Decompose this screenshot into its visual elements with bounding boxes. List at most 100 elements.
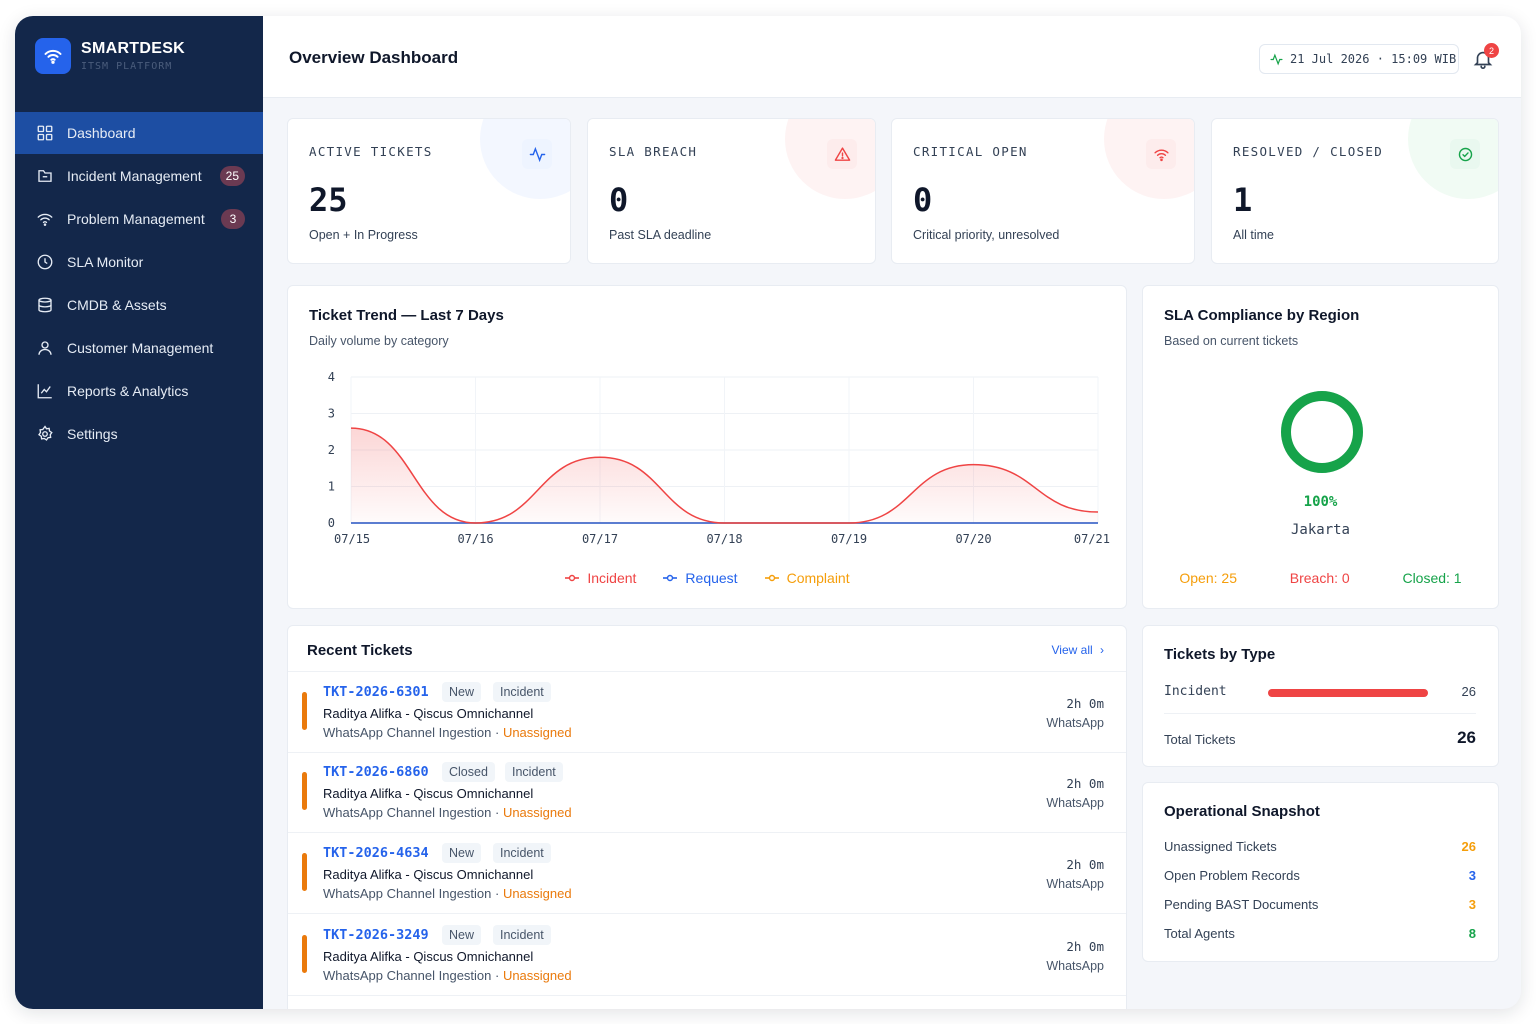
snapshot-value: 26	[1461, 839, 1476, 854]
sidebar-item-incident-management[interactable]: Incident Management 25	[15, 155, 263, 197]
snapshot-value: 8	[1468, 926, 1476, 941]
tickets-by-type-title: Tickets by Type	[1164, 646, 1276, 663]
brand-logo-icon	[35, 38, 71, 74]
datetime-display: 21 Jul 2026 · 15:09 WIB	[1259, 44, 1459, 74]
ticket-assignee: Unassigned	[502, 725, 572, 740]
sidebar: SMARTDESK ITSM PLATFORM Dashboard Incide…	[15, 16, 263, 1009]
legend-incident[interactable]: Incident	[564, 570, 636, 586]
incident-count-badge: 25	[219, 166, 245, 186]
ticket-channel: WhatsApp	[1046, 877, 1104, 891]
datetime-text: 21 Jul 2026 · 15:09 WIB	[1290, 52, 1457, 66]
sla-closed: Closed: 1	[1402, 570, 1462, 586]
ticket-meta: WhatsApp Channel Ingestion · Unassigned	[323, 886, 572, 901]
priority-indicator	[302, 935, 307, 973]
stat-card-critical-open[interactable]: CRITICAL OPEN 0 Critical priority, unres…	[891, 118, 1195, 264]
legend-label: Incident	[587, 570, 637, 586]
total-tickets-value: 26	[1457, 728, 1476, 747]
legend-label: Complaint	[786, 570, 850, 586]
brand-subtitle: ITSM PLATFORM	[81, 61, 173, 72]
ticket-channel: WhatsApp	[1046, 959, 1104, 973]
operational-snapshot-card: Operational Snapshot Unassigned Tickets …	[1142, 782, 1499, 962]
top-header: Overview Dashboard 21 Jul 2026 · 15:09 W…	[263, 16, 1521, 98]
sla-compliance-card: SLA Compliance by Region Based on curren…	[1142, 285, 1499, 609]
snapshot-row-open-problems[interactable]: Open Problem Records 3	[1164, 868, 1476, 888]
y-tick-label: 0	[328, 516, 335, 530]
type-bar-track	[1268, 689, 1428, 697]
ticket-id-link[interactable]: TKT-2026-6860	[323, 764, 429, 780]
sidebar-item-label: Problem Management	[67, 211, 205, 227]
sidebar-item-cmdb-assets[interactable]: CMDB & Assets	[15, 284, 263, 326]
ticket-meta: WhatsApp Channel Ingestion · Unassigned	[323, 968, 572, 983]
database-icon	[38, 297, 52, 313]
snapshot-label: Open Problem Records	[1164, 868, 1300, 883]
priority-indicator	[302, 853, 307, 891]
ticket-id-link[interactable]: TKT-2026-4634	[323, 845, 429, 861]
snapshot-title: Operational Snapshot	[1164, 803, 1320, 820]
sla-stats: Open: 25 Breach: 0 Closed: 1	[1143, 570, 1498, 586]
sidebar-item-label: Dashboard	[67, 125, 136, 141]
chart-icon	[37, 384, 52, 399]
stat-label: SLA BREACH	[609, 144, 698, 159]
stat-card-sla-breach[interactable]: SLA BREACH 0 Past SLA deadline	[587, 118, 876, 264]
sidebar-item-sla-monitor[interactable]: SLA Monitor	[15, 241, 263, 283]
legend-complaint[interactable]: Complaint	[764, 570, 850, 586]
chevron-right-icon: ›	[1100, 643, 1104, 657]
brand[interactable]: SMARTDESK ITSM PLATFORM	[35, 38, 185, 74]
stat-card-resolved-closed[interactable]: RESOLVED / CLOSED 1 All time	[1211, 118, 1499, 264]
stat-value: 0	[609, 181, 629, 219]
table-row[interactable]: TKT-2026-4634 New Incident Raditya Alifk…	[288, 833, 1126, 914]
ticket-source: WhatsApp Channel Ingestion ·	[323, 886, 503, 901]
problem-count-badge: 3	[221, 209, 245, 229]
ticket-id-link[interactable]: TKT-2026-3249	[323, 927, 429, 943]
ticket-source: WhatsApp Channel Ingestion ·	[323, 805, 503, 820]
status-badge: New	[442, 925, 482, 945]
stat-value: 1	[1233, 181, 1253, 219]
stat-value: 25	[309, 181, 348, 219]
series-area-incident	[351, 428, 1098, 523]
type-badge: Incident	[493, 925, 551, 945]
activity-icon	[522, 139, 552, 169]
ticket-assignee: Unassigned	[502, 805, 572, 820]
stat-subtitle: All time	[1233, 228, 1274, 242]
wifi-icon	[1146, 139, 1176, 169]
ticket-source: WhatsApp Channel Ingestion ·	[323, 968, 503, 983]
sidebar-item-settings[interactable]: Settings	[15, 413, 263, 455]
sla-percent: 100%	[1303, 494, 1338, 510]
table-row[interactable]: TKT-2026-6301 New Incident Raditya Alifk…	[288, 672, 1126, 753]
alert-triangle-icon	[827, 139, 857, 169]
snapshot-row-total-agents[interactable]: Total Agents 8	[1164, 926, 1476, 946]
ticket-name: Raditya Alifka - Qiscus Omnichannel	[323, 786, 534, 801]
tickets-by-type-card: Tickets by Type Incident 26 Total Ticket…	[1142, 625, 1499, 767]
x-tick-label: 07/17	[582, 532, 618, 546]
sidebar-item-problem-management[interactable]: Problem Management 3	[15, 198, 263, 240]
ticket-age: 2h 0m	[1066, 939, 1104, 954]
stat-subtitle: Open + In Progress	[309, 228, 418, 242]
priority-indicator	[302, 692, 307, 730]
trend-title: Ticket Trend — Last 7 Days	[309, 307, 504, 324]
stat-card-active-tickets[interactable]: ACTIVE TICKETS 25 Open + In Progress	[287, 118, 571, 264]
x-tick-label: 07/19	[831, 532, 867, 546]
snapshot-row-pending-bast[interactable]: Pending BAST Documents 3	[1164, 897, 1476, 917]
type-badge: Incident	[493, 843, 551, 863]
sidebar-item-dashboard[interactable]: Dashboard	[15, 112, 263, 154]
view-all-link[interactable]: View all ›	[1052, 643, 1104, 657]
sla-subtitle: Based on current tickets	[1164, 334, 1299, 348]
status-badge: New	[442, 682, 482, 702]
sidebar-item-customer-management[interactable]: Customer Management	[15, 327, 263, 369]
table-row[interactable]: TKT-2026-6860 Closed Incident Raditya Al…	[288, 752, 1126, 833]
ticket-id-link[interactable]: TKT-2026-6301	[323, 684, 429, 700]
check-circle-icon	[1450, 139, 1480, 169]
sidebar-item-reports-analytics[interactable]: Reports & Analytics	[15, 370, 263, 412]
legend-label: Request	[685, 570, 738, 586]
snapshot-row-unassigned[interactable]: Unassigned Tickets 26	[1164, 839, 1476, 859]
table-row[interactable]: TKT-2026-3249 New Incident Raditya Alifk…	[288, 915, 1126, 996]
type-row-incident: Incident 26	[1164, 684, 1476, 704]
stat-subtitle: Critical priority, unresolved	[913, 228, 1060, 242]
sidebar-item-label: CMDB & Assets	[67, 297, 167, 313]
legend-request[interactable]: Request	[662, 570, 738, 586]
type-badge: Incident	[493, 682, 551, 702]
series-line-incident	[350, 427, 1099, 524]
sla-region: Jakarta	[1290, 522, 1350, 538]
ticket-name: Raditya Alifka - Qiscus Omnichannel	[323, 949, 534, 964]
legend-marker-icon	[764, 574, 779, 582]
